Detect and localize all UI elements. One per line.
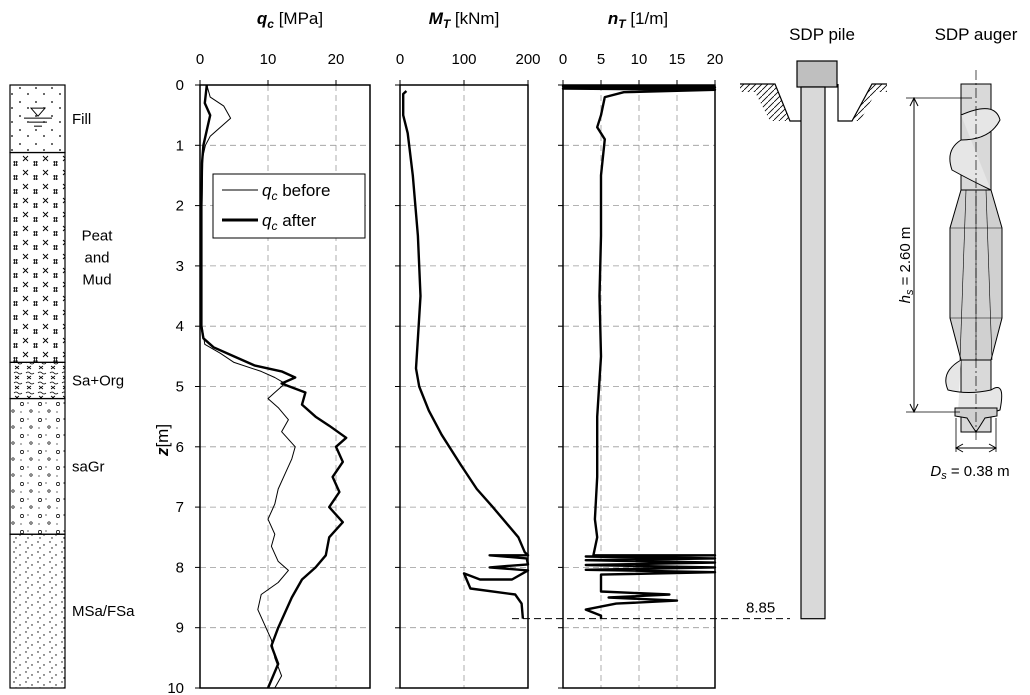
legend-before-label: qc before (262, 181, 330, 203)
hs-label: hs = 2.60 m (897, 227, 916, 304)
pile-header: SDP pile (789, 25, 855, 44)
pile-shaft (800, 86, 826, 620)
qc-frame (199, 84, 371, 689)
qc-x-tick-label: 20 (328, 51, 345, 68)
nt-x-tick-label: 20 (707, 51, 724, 68)
panel-qc: 0 10 20 (195, 51, 371, 689)
soil-layer-label: and (84, 249, 109, 266)
soil-layer-label: Sa+Org (72, 372, 124, 389)
soil-profile: Fill Peat and Mud Sa+Org saGr MSa/FSa (9, 84, 135, 689)
auger-header: SDP auger (935, 25, 1018, 44)
mt-x-tick-label: 100 (451, 51, 476, 68)
soil-layer-2 (9, 361, 66, 400)
depth-tick-label: 10 (167, 680, 184, 695)
qc-series-1 (200, 84, 348, 689)
qc-x-tick-label: 0 (196, 51, 204, 68)
sdp-pile-drawing (740, 60, 887, 620)
soil-layer-label: MSa/FSa (72, 603, 135, 620)
depth-tick-label: 7 (176, 499, 184, 516)
soil-layer-3 (9, 397, 66, 535)
depth-tick-label: 4 (176, 318, 184, 335)
soil-layer-0 (9, 84, 66, 154)
qc-x-tick-label: 10 (260, 51, 277, 68)
qc-legend: qc before qc after (212, 173, 366, 239)
nt-x-tick-label: 0 (559, 51, 567, 68)
depth-tick-label: 9 (176, 620, 184, 637)
nt-header: nT [1/m] (608, 9, 668, 31)
soil-layer-label: Peat (82, 227, 114, 244)
sdp-auger-drawing (906, 70, 1003, 453)
qc-header: qc [MPa] (257, 9, 323, 31)
depth-tick-label: 8 (176, 559, 184, 576)
depth-tick-label: 0 (176, 77, 184, 94)
depth-tick-label: 6 (176, 439, 184, 456)
nt-x-tick-label: 5 (597, 51, 605, 68)
mt-header: MT [kNm] (429, 9, 500, 31)
mt-x-tick-label: 200 (515, 51, 540, 68)
soil-layer-label: saGr (72, 458, 105, 475)
depth-axis-label: z[m] (153, 424, 172, 457)
mt-x-tick-label: 0 (396, 51, 404, 68)
nt-x-tick-label: 15 (669, 51, 686, 68)
pile-toe-label: 8.85 (746, 600, 775, 617)
nt-x-tick-label: 10 (631, 51, 648, 68)
panel-nt: 0 5 10 15 20 (558, 51, 724, 689)
depth-tick-label: 1 (176, 137, 184, 154)
mt-frame (399, 84, 529, 689)
panel-mt: 0 100 200 (395, 51, 541, 689)
ds-label: Ds = 0.38 m (930, 463, 1009, 482)
soil-layer-label: Fill (72, 111, 91, 128)
soil-layer-label: Mud (82, 271, 111, 288)
depth-tick-label: 5 (176, 379, 184, 396)
nt-series-0 (561, 85, 717, 619)
pile-cap (796, 60, 838, 88)
mt-series-0 (402, 90, 530, 619)
soil-layer-1 (9, 151, 66, 363)
depth-axis-ticks: 0 1 2 3 4 5 6 7 8 9 10 (167, 77, 184, 695)
legend-after-label: qc after (262, 211, 317, 233)
depth-tick-label: 2 (176, 198, 184, 215)
nt-frame (562, 84, 716, 689)
soil-layer-4 (9, 533, 66, 689)
depth-tick-label: 3 (176, 258, 184, 275)
water-table-icon (29, 107, 47, 117)
